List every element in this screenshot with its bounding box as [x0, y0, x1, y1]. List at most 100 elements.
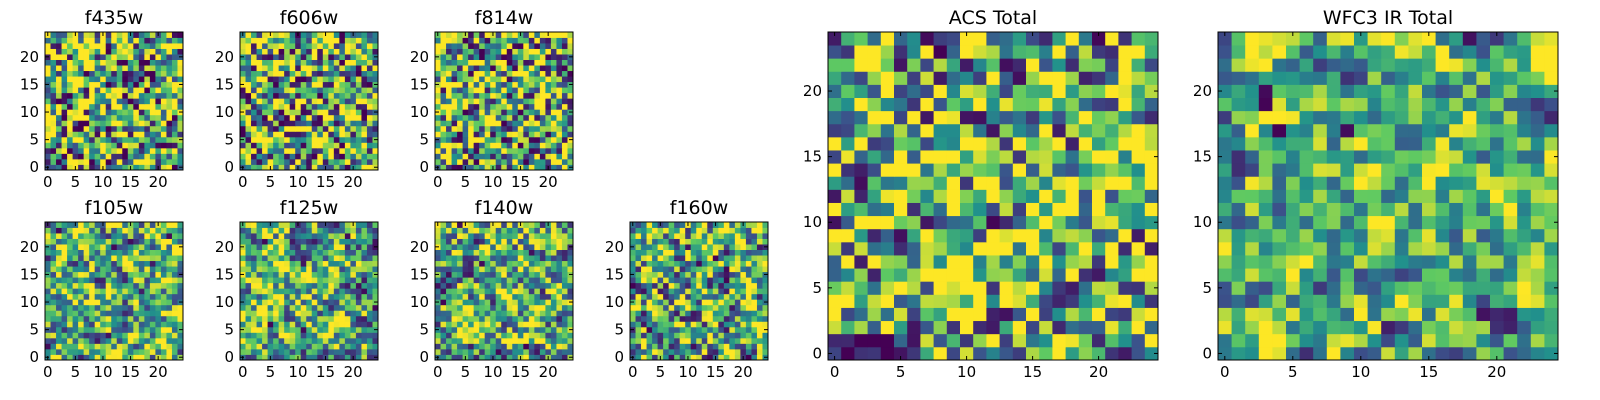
- heatmap-cell: [1092, 189, 1106, 203]
- heatmap-cell: [78, 321, 85, 328]
- heatmap-cell: [133, 304, 140, 311]
- heatmap-cell: [267, 114, 274, 121]
- heatmap-cell: [127, 103, 134, 110]
- heatmap-cell: [550, 131, 557, 138]
- heatmap-cell: [501, 87, 508, 94]
- heatmap-cell: [366, 153, 373, 160]
- heatmap-cell: [251, 87, 257, 94]
- heatmap-cell: [133, 65, 140, 72]
- heatmap-cell: [1105, 346, 1119, 361]
- heatmap-cell: [435, 142, 441, 149]
- heatmap-cell: [344, 238, 351, 245]
- heatmap-cell: [567, 348, 574, 355]
- heatmap-cell: [462, 315, 469, 322]
- heatmap-cell: [506, 343, 513, 350]
- heatmap-cell: [561, 125, 568, 132]
- heatmap-cell: [278, 332, 285, 339]
- heatmap-cell: [473, 109, 480, 116]
- heatmap-cell: [756, 238, 763, 245]
- heatmap-cell: [907, 241, 921, 256]
- heatmap-cell: [490, 293, 497, 300]
- heatmap-cell: [311, 277, 318, 284]
- heatmap-cell: [495, 315, 502, 322]
- heatmap-cell: [894, 294, 908, 308]
- heatmap-cell: [1026, 215, 1040, 230]
- heatmap-cell: [550, 299, 557, 306]
- heatmap-cell: [690, 238, 697, 245]
- heatmap-cell: [907, 189, 921, 203]
- heatmap-cell: [328, 315, 335, 322]
- heatmap-cell: [240, 92, 246, 99]
- heatmap-cell: [177, 114, 184, 121]
- heatmap-cell: [89, 158, 96, 165]
- heatmap-cell: [550, 158, 557, 165]
- heatmap-cell: [251, 114, 257, 121]
- heatmap-cell: [295, 277, 302, 284]
- heatmap-cell: [696, 277, 703, 284]
- heatmap-cell: [78, 120, 85, 127]
- heatmap-cell: [251, 54, 257, 60]
- heatmap-cell: [512, 81, 519, 88]
- heatmap-cell: [740, 343, 747, 350]
- heatmap-cell: [999, 241, 1014, 256]
- heatmap-cell: [289, 354, 296, 361]
- heatmap-cell: [490, 227, 497, 234]
- heatmap-cell: [745, 271, 752, 278]
- heatmap-cell: [251, 153, 257, 160]
- heatmap-cell: [479, 354, 486, 361]
- heatmap-cell: [366, 315, 373, 322]
- heatmap-cell: [523, 343, 530, 350]
- heatmap-cell: [45, 87, 51, 94]
- heatmap-cell: [295, 282, 302, 289]
- heatmap-cell: [311, 92, 318, 99]
- heatmap-cell: [462, 65, 469, 72]
- heatmap-cell: [251, 131, 257, 138]
- heatmap-cell: [149, 87, 156, 94]
- heatmap-cell: [56, 32, 62, 38]
- heatmap-cell: [679, 238, 686, 245]
- heatmap-cell: [78, 125, 85, 132]
- heatmap-cell: [83, 260, 90, 267]
- heatmap-cell: [372, 59, 379, 66]
- heatmap-cell: [83, 87, 90, 94]
- heatmap-cell: [567, 282, 574, 289]
- heatmap-cell: [1039, 333, 1053, 348]
- heatmap-cell: [517, 136, 524, 143]
- heatmap-cell: [372, 125, 379, 132]
- heatmap-cell: [122, 315, 129, 322]
- heatmap-cell: [50, 315, 57, 322]
- heatmap-cell: [177, 288, 184, 295]
- heatmap-cell: [462, 233, 469, 239]
- heatmap-cell: [89, 299, 96, 306]
- heatmap-cell: [495, 321, 502, 328]
- heatmap-cell: [138, 271, 145, 278]
- heatmap-cell: [451, 98, 458, 105]
- heatmap-cell: [144, 109, 151, 116]
- heatmap-cell: [1052, 320, 1066, 335]
- heatmap-cell: [256, 54, 263, 60]
- heatmap-cell: [45, 227, 51, 234]
- heatmap-cell: [973, 228, 987, 243]
- heatmap-cell: [144, 125, 151, 132]
- heatmap-cell: [712, 348, 719, 355]
- heatmap-cell: [630, 310, 636, 317]
- heatmap-cell: [674, 326, 681, 333]
- heatmap-cell: [67, 299, 73, 306]
- heatmap-cell: [484, 98, 491, 105]
- heatmap-cell: [256, 136, 263, 143]
- heatmap-cell: [83, 32, 90, 38]
- heatmap-cell: [679, 288, 686, 295]
- heatmap-cell: [372, 348, 379, 355]
- heatmap-cell: [745, 260, 752, 267]
- heatmap-cell: [490, 76, 497, 83]
- heatmap-cell: [45, 43, 51, 49]
- heatmap-cell: [278, 87, 285, 94]
- heatmap-cell: [278, 164, 285, 171]
- heatmap-cell: [333, 103, 340, 110]
- heatmap-cell: [751, 310, 758, 317]
- heatmap-cell: [696, 299, 703, 306]
- heatmap-cell: [177, 222, 184, 228]
- heatmap-cell: [756, 315, 763, 322]
- heatmap-cell: [300, 299, 307, 306]
- heatmap-cell: [289, 65, 296, 72]
